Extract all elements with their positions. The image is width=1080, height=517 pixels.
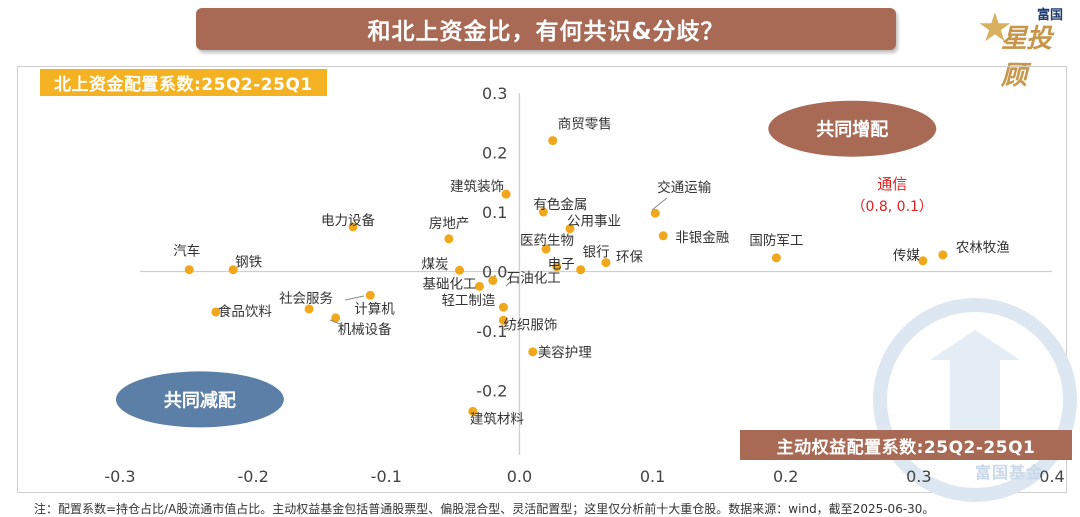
point-label: 有色金属	[533, 196, 587, 213]
point-label: 房地产	[429, 216, 470, 232]
x-tick-label: 0.0	[507, 467, 532, 486]
data-point	[658, 231, 668, 241]
y-tick-label: -0.2	[476, 382, 507, 401]
data-point	[528, 347, 538, 357]
data-point	[601, 258, 611, 268]
data-point	[938, 250, 948, 260]
point-label: 国防军工	[749, 233, 803, 249]
point-label: 石油化工	[507, 270, 561, 286]
data-point	[576, 265, 586, 275]
y-tick-label: 0.2	[482, 144, 507, 163]
point-label: 非银金融	[675, 230, 729, 246]
point-label: 公用事业	[567, 214, 621, 230]
y-axis-tag: 北上资金配置系数:25Q2-25Q1	[40, 69, 327, 96]
leader-line	[329, 319, 346, 327]
chart-frame	[17, 66, 1067, 493]
data-point	[541, 244, 551, 254]
x-tick-label: 0.3	[906, 467, 931, 486]
data-point	[488, 275, 498, 285]
point-label: 轻工制造	[441, 293, 495, 309]
data-point	[918, 256, 928, 266]
leader-line	[651, 197, 668, 211]
leader-line	[344, 295, 365, 301]
star-icon: ★	[977, 5, 1013, 51]
point-label: 纺织服饰	[503, 317, 557, 333]
data-point	[211, 307, 221, 317]
quadrant-label: 共同增配	[816, 119, 888, 141]
x-tick-label: 0.4	[1039, 467, 1064, 486]
data-point	[468, 406, 478, 416]
data-point	[444, 234, 454, 244]
data-point	[331, 313, 341, 323]
x-tick-label: -0.2	[238, 467, 269, 486]
y-tick-label: 0.0	[482, 263, 507, 282]
point-label: 建筑材料	[470, 411, 524, 427]
point-label: 基础化工	[422, 275, 476, 292]
data-point	[548, 136, 558, 146]
data-point	[501, 189, 511, 199]
leader-line	[505, 281, 511, 287]
point-label: 煤炭	[422, 256, 449, 272]
y-tick-label: 0.1	[482, 203, 507, 222]
data-point	[498, 302, 508, 312]
x-tick-label: -0.3	[104, 467, 135, 486]
data-point	[455, 265, 465, 275]
point-label: 交通运输	[657, 179, 711, 196]
y-tick-label: -0.1	[476, 322, 507, 341]
point-label: 电子	[548, 257, 575, 273]
data-point	[228, 265, 238, 275]
x-tick-label: -0.1	[371, 467, 402, 486]
watermark-text: 富国基金	[975, 463, 1044, 482]
x-tick-label: 0.2	[773, 467, 798, 486]
point-label: 电力设备	[321, 212, 375, 229]
data-point	[650, 208, 660, 218]
point-label: 钢铁	[235, 255, 262, 271]
quadrant-ellipse	[768, 100, 937, 157]
data-point	[498, 315, 508, 325]
x-axis-tag: 主动权益配置系数:25Q2-25Q1	[740, 430, 1072, 460]
point-label: 计算机	[354, 301, 395, 317]
leader-line	[439, 267, 448, 271]
data-point	[771, 253, 781, 263]
point-label: 汽车	[173, 243, 200, 260]
data-point	[474, 281, 484, 291]
x-tick-label: 0.1	[640, 467, 665, 486]
data-point	[365, 290, 375, 300]
y-tick-label: 0.3	[482, 84, 507, 103]
point-label: 环保	[616, 250, 644, 266]
quadrant-ellipse	[115, 371, 284, 428]
watermark-emblem	[873, 298, 1077, 502]
data-point	[552, 262, 562, 272]
point-label: 社会服务	[279, 291, 333, 307]
point-label: 传媒	[893, 248, 921, 264]
point-label: 医药生物	[520, 233, 574, 249]
point-label: 农林牧渔	[956, 240, 1010, 256]
point-label: 食品饮料	[218, 303, 272, 320]
data-point	[184, 265, 194, 275]
footnote: 注：配置系数=持仓占比/A股流通市值占比。主动权益基金包括普通股票型、偏股混合型…	[34, 502, 935, 516]
annotation-value: （0.8, 0.1）	[852, 199, 933, 215]
point-label: 美容护理	[538, 344, 592, 361]
point-label: 建筑装饰	[450, 179, 504, 195]
data-point	[565, 224, 575, 234]
chart-title: 和北上资金比，有何共识&分歧？	[367, 19, 725, 45]
data-point	[538, 207, 548, 217]
point-label: 机械设备	[338, 321, 392, 338]
logo-sub-text: 富国	[1037, 8, 1064, 23]
quadrant-label: 共同减配	[164, 389, 236, 411]
data-point	[348, 222, 358, 232]
chart-title-banner: 和北上资金比，有何共识&分歧？	[196, 8, 896, 50]
annotation-name: 通信	[877, 175, 907, 193]
data-point	[304, 304, 314, 314]
point-label: 银行	[583, 245, 610, 261]
point-label: 商贸零售	[558, 117, 612, 133]
